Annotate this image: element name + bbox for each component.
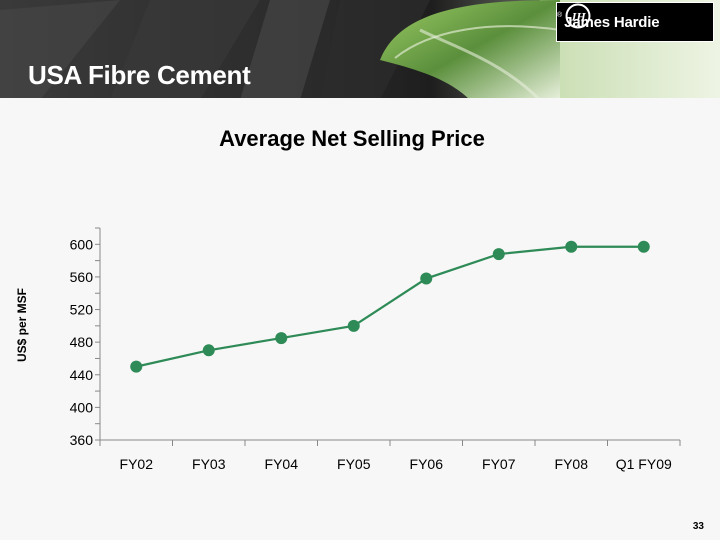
data-point xyxy=(202,344,215,357)
x-tick-label: FY04 xyxy=(265,456,299,472)
x-tick-label: FY06 xyxy=(410,456,444,472)
data-point xyxy=(492,248,505,261)
james-hardie-mark-icon: JH xyxy=(565,3,591,29)
y-tick-label: 520 xyxy=(70,302,94,318)
section-title: USA Fibre Cement xyxy=(28,60,251,90)
y-tick-label: 400 xyxy=(70,399,94,415)
y-tick-label: 480 xyxy=(70,334,94,350)
data-point xyxy=(130,360,143,373)
y-tick-label: 560 xyxy=(70,269,94,285)
data-point xyxy=(420,272,433,285)
data-point xyxy=(637,240,650,253)
logo-mark-text: JH xyxy=(569,10,586,24)
series-line xyxy=(136,245,644,368)
page-number: 33 xyxy=(692,521,704,532)
y-tick-label: 600 xyxy=(70,236,94,252)
x-tick-label: FY02 xyxy=(120,456,154,472)
chart-title: Average Net Selling Price xyxy=(219,126,485,151)
y-tick-label: 360 xyxy=(70,432,94,448)
data-point xyxy=(565,240,578,253)
brand-name: James Hardie xyxy=(564,13,660,31)
x-tick-label: Q1 FY09 xyxy=(616,456,672,472)
x-tick-label: FY03 xyxy=(192,456,226,472)
x-tick-label: FY05 xyxy=(337,456,371,472)
y-tick-label: 440 xyxy=(70,367,94,383)
x-tick-label: FY07 xyxy=(482,456,516,472)
x-tick-label: FY08 xyxy=(555,456,589,472)
registered-mark: ® xyxy=(557,12,563,19)
header-banner: USA Fibre Cement JH ® James Hardie xyxy=(0,0,720,100)
data-point xyxy=(347,319,360,332)
data-point xyxy=(275,332,288,345)
james-hardie-logo: JH ® James Hardie xyxy=(556,2,714,42)
